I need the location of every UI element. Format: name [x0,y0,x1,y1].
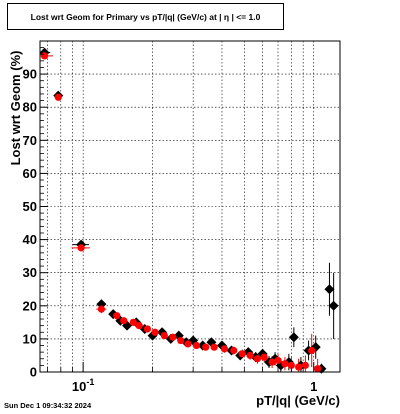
data-point-red [143,325,152,333]
plot-frame [39,40,341,373]
chart-title: Lost wrt Geom for Primary vs pT/|q| (GeV… [30,11,261,22]
data-markers [39,47,339,374]
data-point-red [129,318,137,326]
data-point-red [202,343,210,351]
data-point-black [328,300,339,311]
data-point-red [246,351,254,360]
y-tick-label: 80 [23,100,37,115]
data-point-red [135,322,143,330]
data-point-red [54,93,62,101]
data-point-red [113,312,121,320]
y-tick-label: 10 [23,331,37,346]
data-point-red [295,363,303,371]
data-point-red [314,365,322,373]
x-tick-label: 10-1 [72,377,94,394]
data-point-red [230,346,238,355]
data-point-red [169,333,177,341]
y-tick-label: 70 [23,133,37,148]
data-point-red [120,317,128,325]
data-point-red [260,353,268,361]
data-point-red [97,305,105,313]
data-point-red [192,341,201,350]
y-tick-label: 0 [30,365,37,380]
y-tick-label: 20 [23,298,37,313]
y-tick-label: 90 [23,67,37,82]
data-point-red [274,356,282,365]
data-point-red [281,360,289,368]
y-tick-label: 50 [23,199,37,214]
y-axis-label: Lost wrt Geom (%) [8,51,23,166]
data-point-red [220,345,229,353]
grid-lines [40,41,340,372]
data-point-red [238,350,246,358]
data-point-red [77,244,85,252]
data-point-red [287,361,295,369]
data-point-red [210,343,218,351]
data-point-red [184,340,192,348]
data-point-red [253,355,262,363]
axis-ticks: 0 10 20 30 40 50 60 70 80 90 10-1 1 [23,47,317,394]
data-point-red [177,336,185,345]
y-tick-label: 60 [23,166,37,181]
x-tick-label: 1 [310,379,317,394]
timestamp: Sun Dec 1 09:34:32 2024 [4,401,92,410]
data-point-red [268,358,276,366]
data-point-red [40,52,49,60]
error-bars [40,50,335,372]
y-tick-label: 30 [23,265,37,280]
x-axis-label: pT/|q| (GeV/c) [256,393,340,408]
title-box: Lost wrt Geom for Primary vs pT/|q| (GeV… [7,3,284,30]
data-point-red [308,346,316,355]
data-point-black [324,284,335,295]
data-point-red [160,331,168,340]
data-point-red [301,361,309,369]
data-point-black [288,332,299,343]
data-point-red [151,328,159,336]
y-tick-label: 40 [23,232,37,247]
